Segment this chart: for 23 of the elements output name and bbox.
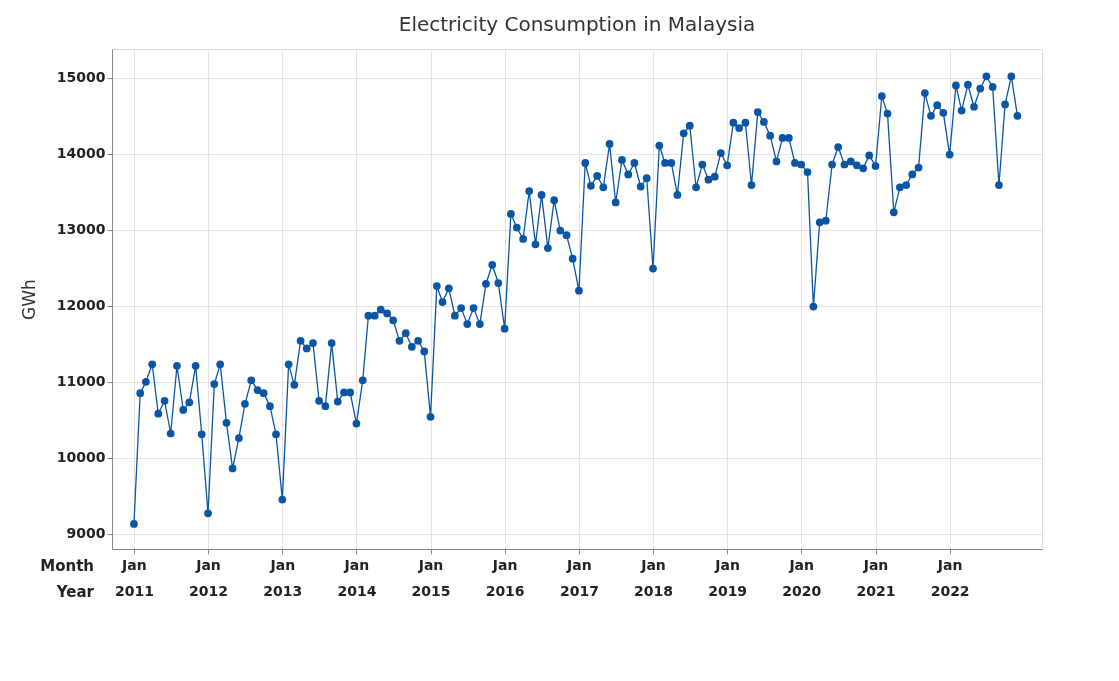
x-tick-label: Jan 2012 [189,556,229,599]
y-tick-label: 15000 [56,69,106,86]
x-tick-label: Jan 2017 [559,556,599,599]
y-tick-label: 10000 [56,449,106,466]
y-tick-label: 13000 [56,221,106,238]
x-tick-label: Jan 2014 [337,556,377,599]
y-tick-label: 12000 [56,297,106,314]
x-tick-label: Jan 2011 [114,556,154,599]
y-tick-label: 11000 [56,373,106,390]
y-tick-label: 14000 [56,145,106,162]
x-tick-label: Jan 2018 [634,556,674,599]
x-tick-label: Jan 2020 [782,556,822,599]
y-tick-label: 9000 [66,525,106,542]
x-tick-label: Jan 2021 [856,556,896,599]
text: Year [55,583,95,601]
y-axis-title: GWh [18,279,39,320]
x-tick-label: Jan 2019 [708,556,748,599]
x-tick-label: Jan 2022 [930,556,970,599]
x-tick-label: Jan 2015 [411,556,451,599]
chart-title: Electricity Consumption in Malaysia [398,12,756,36]
text: Month [40,557,94,575]
x-tick-label: Jan 2016 [485,556,525,599]
x-tick-label: Jan 2013 [263,556,303,599]
